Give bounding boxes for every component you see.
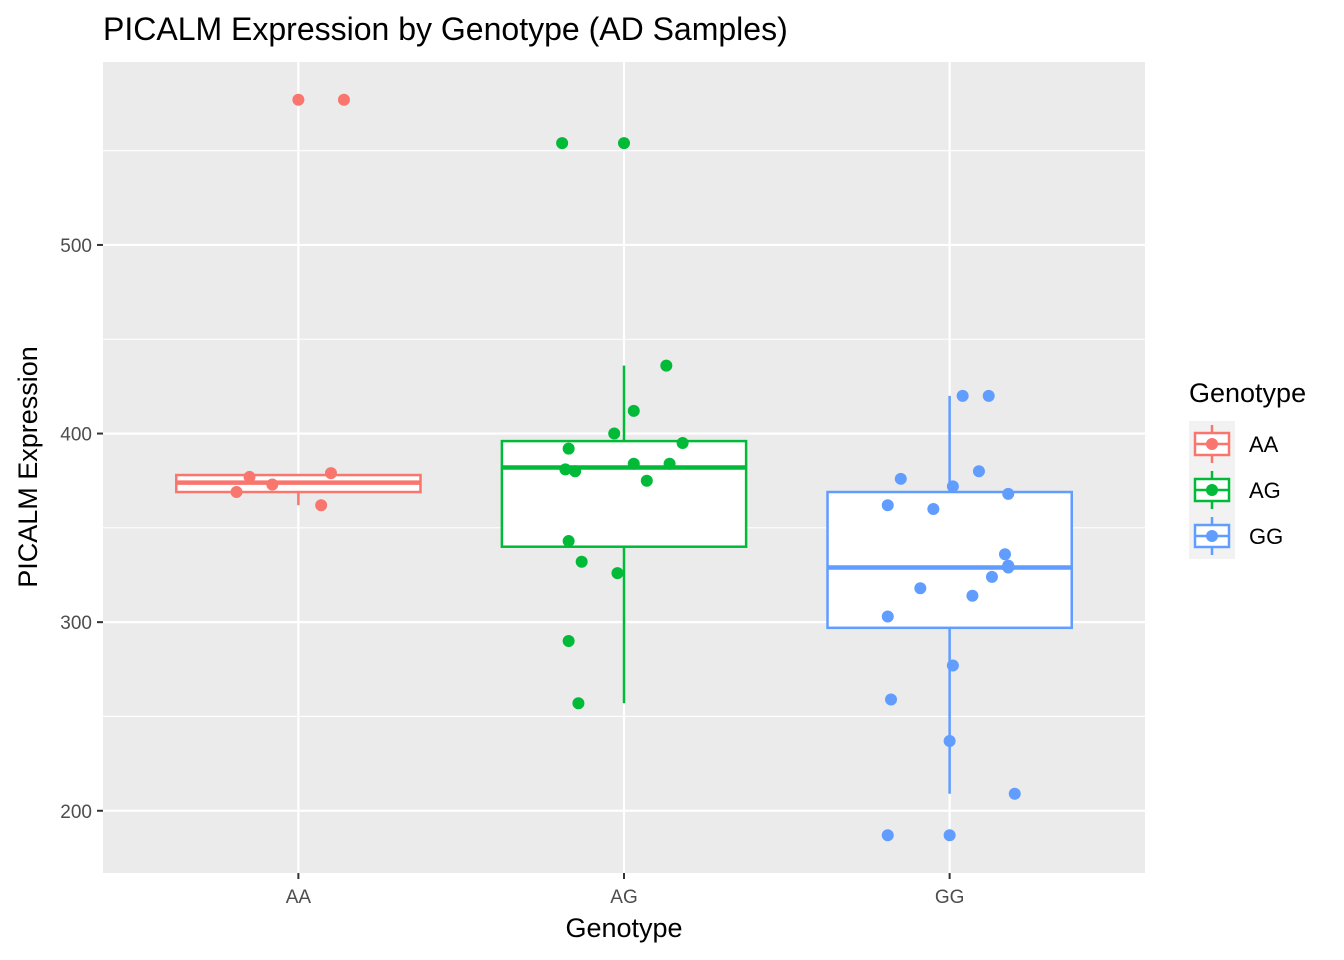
x-tick-label: AG <box>610 887 637 908</box>
point-gg <box>946 659 959 672</box>
y-axis: 200 300 400 500 <box>60 236 103 823</box>
legend-key-point <box>1206 484 1218 496</box>
x-axis: AA AG GG <box>286 873 965 908</box>
point-ag <box>608 427 621 440</box>
boxes-layer <box>175 365 1073 794</box>
point-ag <box>562 535 575 548</box>
box-iqr <box>500 439 748 548</box>
point-gg <box>881 610 894 623</box>
point-gg <box>956 389 969 402</box>
point-gg <box>985 570 998 583</box>
point-ag <box>640 474 653 487</box>
point-ag <box>676 436 689 449</box>
chart-title: PICALM Expression by Genotype (AD Sample… <box>103 11 788 47</box>
point-ag <box>575 555 588 568</box>
point-gg <box>894 472 907 485</box>
box-iqr <box>826 490 1073 630</box>
point-aa <box>292 93 305 106</box>
point-gg <box>1008 787 1021 800</box>
y-tick-label: 400 <box>60 425 92 446</box>
point-ag <box>569 465 582 478</box>
y-tick-label: 500 <box>60 236 92 257</box>
x-axis-label: Genotype <box>565 913 682 943</box>
point-ag <box>611 567 624 580</box>
point-ag <box>562 442 575 455</box>
point-gg <box>881 499 894 512</box>
box-ag <box>500 365 748 704</box>
point-gg <box>946 480 959 493</box>
point-gg <box>972 465 985 478</box>
y-tick-label: 300 <box>60 613 92 634</box>
point-gg <box>914 582 927 595</box>
point-gg <box>966 589 979 602</box>
point-ag <box>618 137 630 150</box>
legend-key-ag: AG <box>1189 467 1281 513</box>
points-layer <box>230 93 1021 842</box>
legend-key-label: GG <box>1249 524 1283 549</box>
legend: Genotype AA AG GG <box>1189 378 1306 559</box>
point-aa <box>266 478 279 491</box>
point-ag <box>572 697 585 710</box>
box-gg <box>826 395 1073 794</box>
legend-key-gg: GG <box>1189 513 1283 559</box>
point-ag <box>559 463 572 476</box>
point-aa <box>230 486 243 499</box>
point-ag <box>562 635 575 648</box>
point-gg <box>982 389 995 402</box>
point-gg <box>998 548 1011 561</box>
y-axis-label: PICALM Expression <box>13 346 43 588</box>
point-gg <box>927 502 940 515</box>
point-gg <box>943 734 956 747</box>
point-gg <box>1002 487 1015 500</box>
point-ag <box>627 457 640 470</box>
point-aa <box>315 499 328 512</box>
legend-key-aa: AA <box>1189 421 1279 467</box>
point-gg <box>885 693 898 706</box>
y-tick-label: 200 <box>60 802 92 823</box>
point-gg <box>881 829 894 842</box>
legend-keys: AA AG GG <box>1189 421 1283 559</box>
point-ag <box>663 457 676 470</box>
point-ag <box>556 137 569 150</box>
legend-key-label: AG <box>1249 478 1281 503</box>
point-aa <box>337 93 350 106</box>
point-ag <box>627 404 640 417</box>
point-ag <box>660 359 673 372</box>
legend-key-point <box>1206 530 1218 542</box>
x-tick-label: GG <box>935 887 965 908</box>
legend-title: Genotype <box>1189 378 1306 408</box>
x-tick-label: AA <box>286 887 312 908</box>
legend-key-point <box>1206 438 1218 450</box>
point-aa <box>324 467 337 480</box>
point-gg <box>1002 561 1015 574</box>
legend-key-label: AA <box>1249 432 1279 457</box>
point-aa <box>243 470 256 483</box>
point-gg <box>943 829 956 842</box>
